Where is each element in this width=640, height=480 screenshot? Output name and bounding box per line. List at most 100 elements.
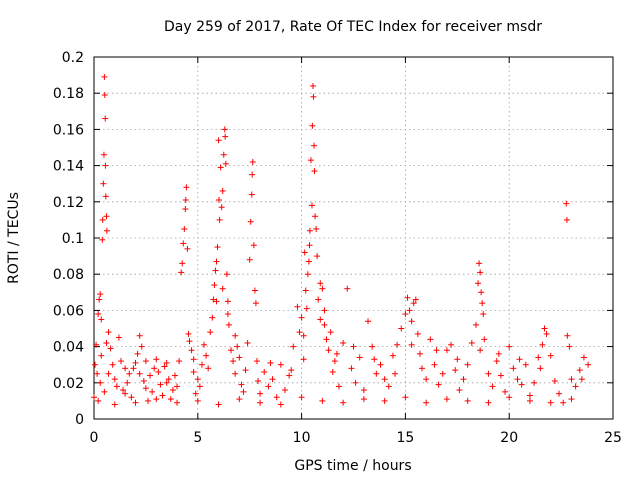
data-point	[209, 314, 216, 321]
data-point	[253, 358, 260, 365]
data-point	[107, 345, 114, 352]
data-point	[269, 376, 276, 383]
data-point	[95, 311, 102, 318]
data-point	[406, 307, 413, 314]
y-tick-label: 0.12	[53, 195, 84, 211]
data-point	[290, 343, 297, 350]
data-point	[102, 193, 109, 200]
data-point	[311, 168, 318, 175]
data-point	[188, 347, 195, 354]
data-point	[194, 376, 201, 383]
data-point	[134, 350, 141, 357]
data-point	[163, 379, 170, 386]
data-point	[96, 296, 103, 303]
data-point	[306, 242, 313, 249]
data-point	[181, 225, 188, 232]
y-tick-label: 0	[75, 412, 84, 428]
data-point	[140, 377, 147, 384]
data-point	[242, 367, 249, 374]
data-point	[101, 92, 108, 99]
data-point	[161, 363, 168, 370]
data-point	[360, 387, 367, 394]
data-point	[111, 376, 118, 383]
data-point	[340, 339, 347, 346]
data-point	[247, 218, 254, 225]
data-point	[149, 388, 156, 395]
data-point	[314, 253, 321, 260]
data-point	[182, 196, 189, 203]
data-point	[300, 356, 307, 363]
data-point	[377, 361, 384, 368]
data-point	[224, 298, 231, 305]
data-point	[94, 370, 101, 377]
data-point	[485, 399, 492, 406]
data-point	[222, 160, 229, 167]
data-point	[464, 361, 471, 368]
data-point	[215, 196, 222, 203]
data-point	[147, 372, 154, 379]
data-point	[132, 359, 139, 366]
data-point	[576, 367, 583, 374]
data-point	[205, 365, 212, 372]
data-point	[323, 336, 330, 343]
data-point	[329, 368, 336, 375]
data-point	[153, 356, 160, 363]
data-point	[402, 311, 409, 318]
data-point	[92, 361, 99, 368]
data-point	[389, 352, 396, 359]
data-point	[103, 213, 110, 220]
data-point	[220, 151, 227, 158]
data-point	[522, 361, 529, 368]
data-point	[281, 387, 288, 394]
chart-title: Day 259 of 2017, Rate Of TEC Index for r…	[164, 19, 542, 35]
data-point	[159, 392, 166, 399]
data-points	[91, 73, 592, 408]
data-point	[132, 399, 139, 406]
data-point	[155, 368, 162, 375]
y-axis-label: ROTI / TECUs	[6, 192, 22, 284]
data-point	[365, 318, 372, 325]
data-point	[232, 332, 239, 339]
data-point	[423, 399, 430, 406]
data-point	[468, 339, 475, 346]
data-point	[307, 157, 314, 164]
data-point	[228, 347, 235, 354]
data-point	[489, 383, 496, 390]
data-point	[273, 394, 280, 401]
data-point	[313, 225, 320, 232]
data-point	[456, 387, 463, 394]
data-point	[196, 383, 203, 390]
data-point	[478, 289, 485, 296]
data-point	[296, 329, 303, 336]
axis-ticks	[93, 56, 614, 420]
data-point	[564, 332, 571, 339]
data-point	[325, 347, 332, 354]
data-point	[194, 397, 201, 404]
data-point	[213, 258, 220, 265]
data-point	[153, 396, 160, 403]
data-point	[302, 287, 309, 294]
data-point	[91, 394, 97, 401]
x-tick-label: 20	[500, 430, 518, 446]
data-point	[184, 245, 191, 252]
data-point	[257, 390, 264, 397]
data-point	[373, 370, 380, 377]
data-point	[126, 370, 133, 377]
data-point	[180, 240, 187, 247]
data-point	[122, 390, 129, 397]
data-point	[192, 390, 199, 397]
data-point	[381, 397, 388, 404]
data-point	[223, 271, 230, 278]
data-point	[210, 296, 217, 303]
data-point	[219, 187, 226, 194]
data-point	[236, 396, 243, 403]
data-point	[174, 399, 181, 406]
data-point	[174, 383, 181, 390]
data-point	[356, 354, 363, 361]
data-point	[182, 206, 189, 213]
x-axis-label: GPS time / hours	[294, 458, 411, 474]
data-point	[288, 367, 295, 374]
data-point	[394, 341, 401, 348]
data-point	[344, 285, 351, 292]
data-point	[294, 303, 301, 310]
